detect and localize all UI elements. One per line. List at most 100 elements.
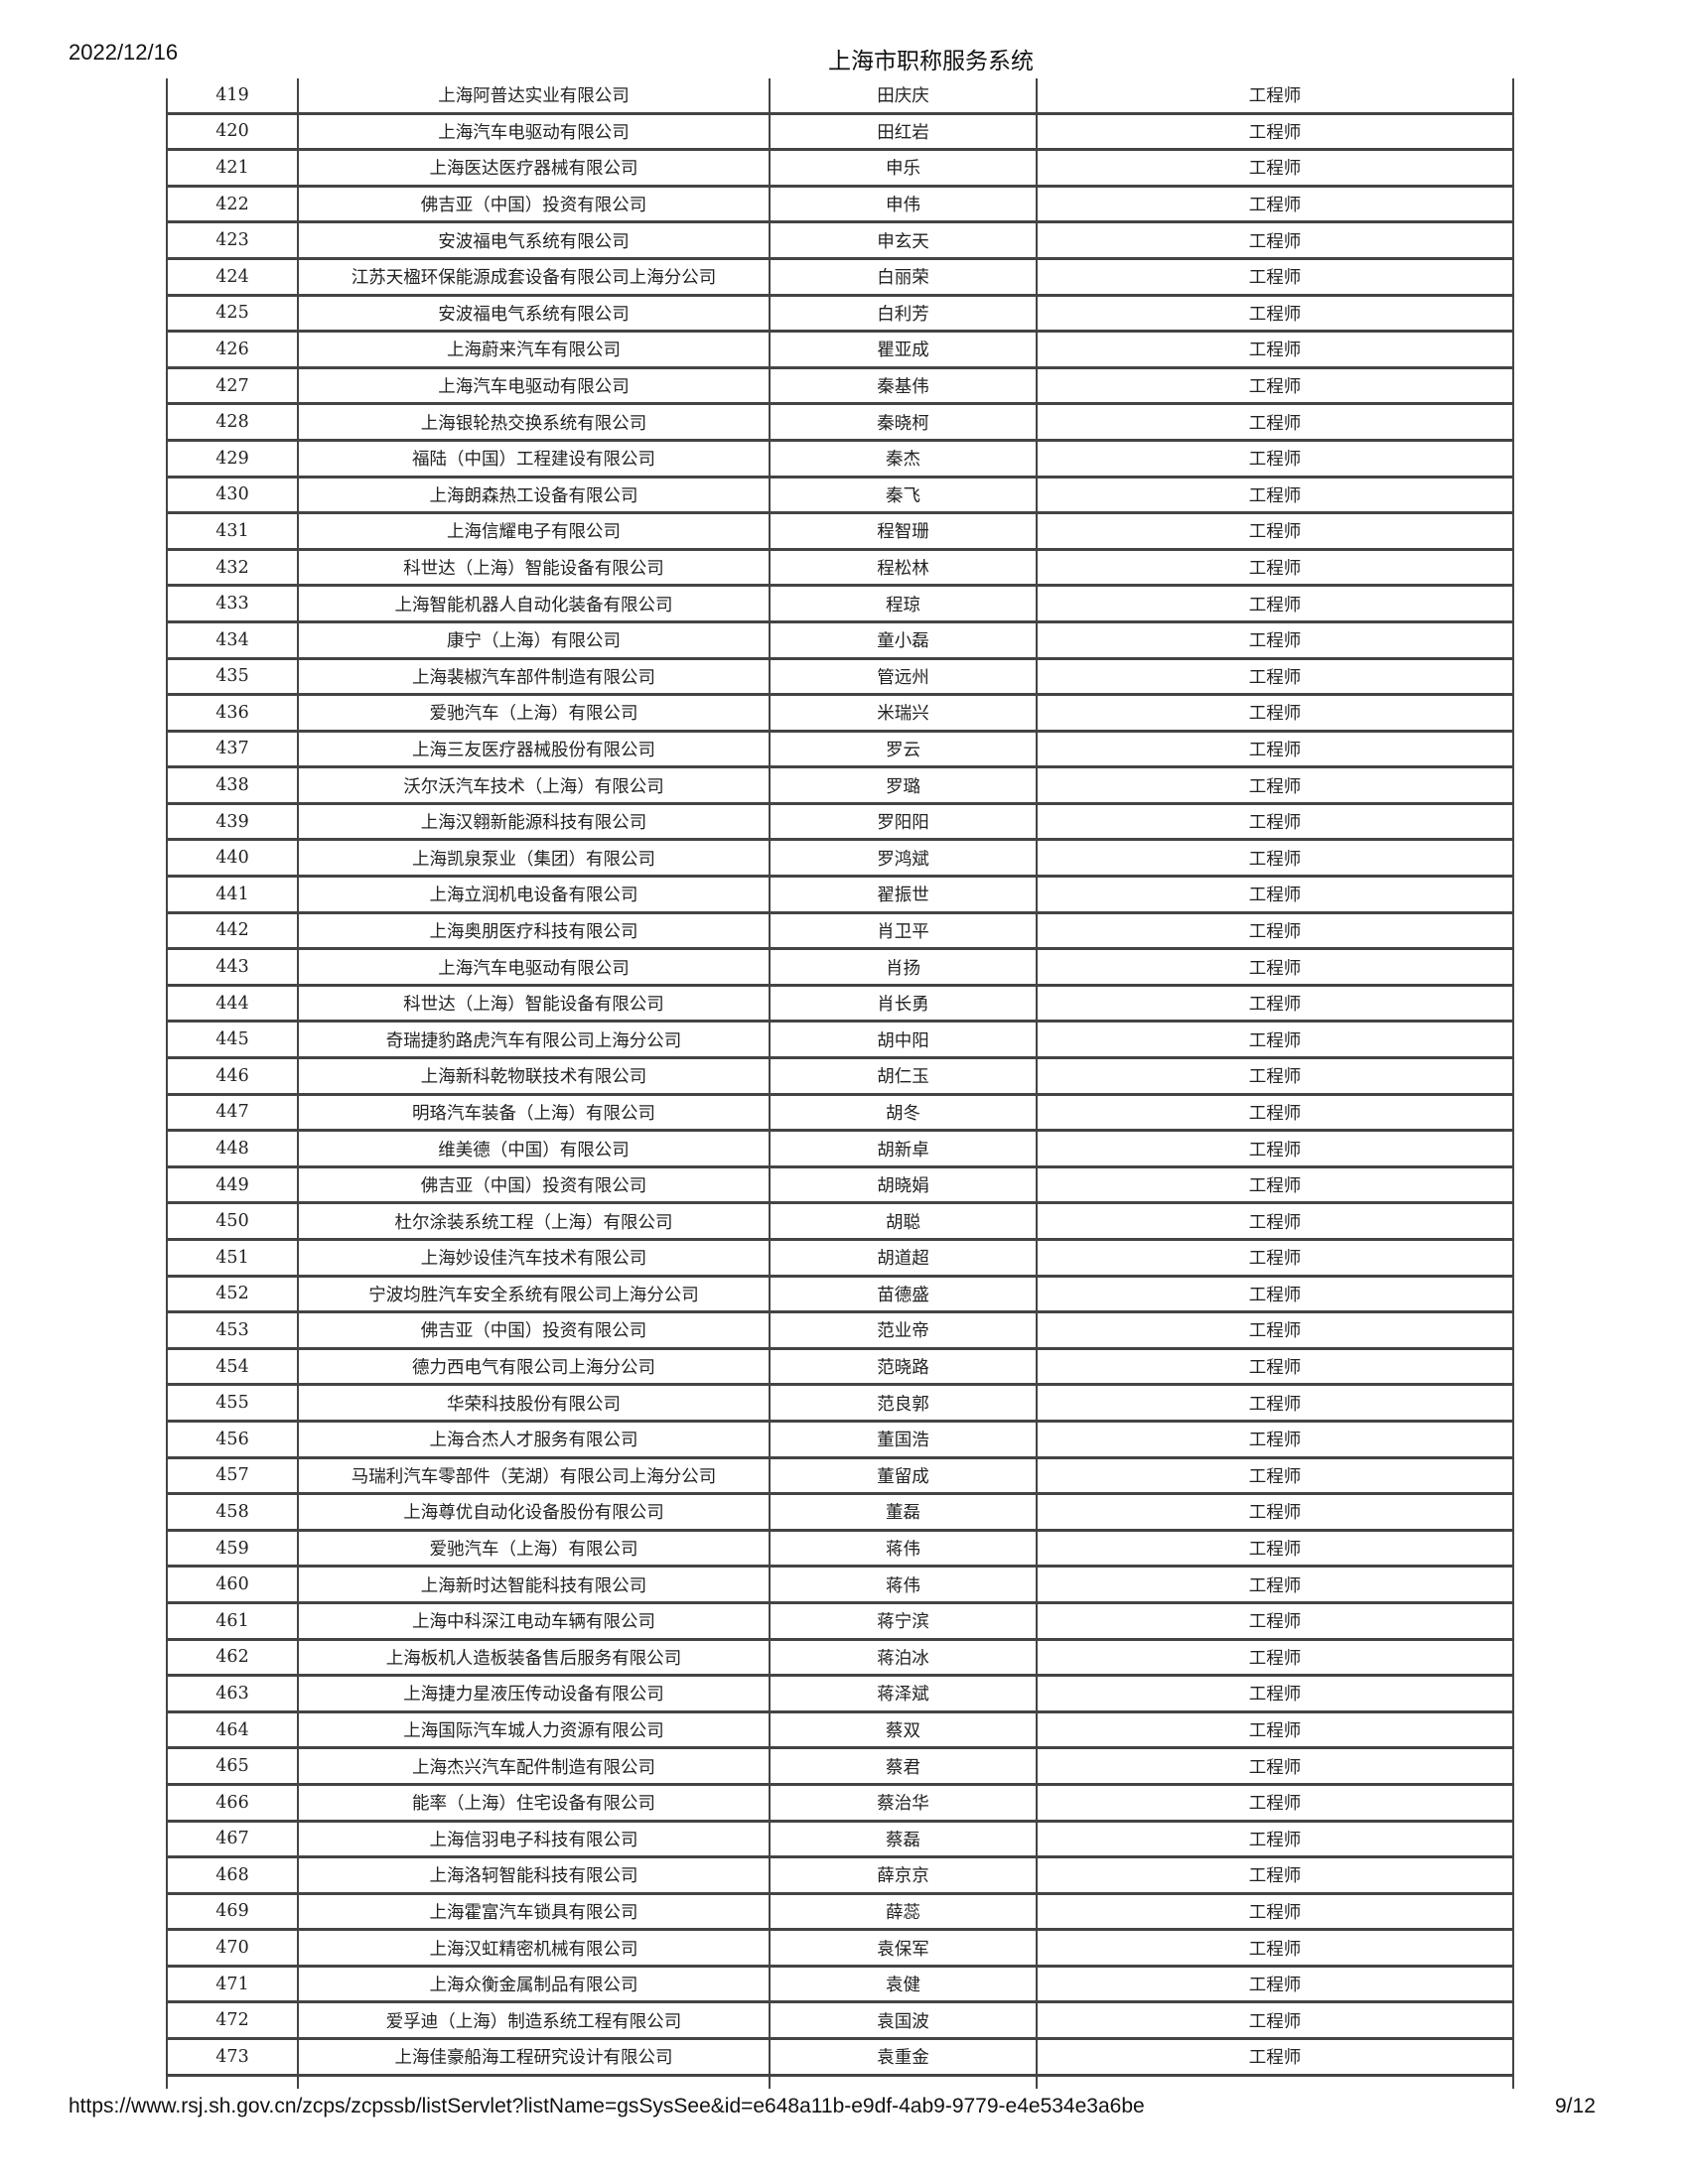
row-number-cell: 427	[168, 368, 299, 403]
person-name-cell: 胡仁玉	[771, 1059, 1038, 1093]
row-number-cell: 473	[168, 2040, 299, 2074]
table-row: 449 佛吉亚（中国）投资有限公司 胡晓娟 工程师	[168, 1167, 1512, 1205]
title-cell: 工程师	[1248, 1648, 1302, 1669]
row-number-cell: 469	[168, 1894, 299, 1929]
table-row: 438 沃尔沃汽车技术（上海）有限公司 罗璐 工程师	[168, 768, 1512, 805]
company-cell: 上海洛轲智能科技有限公司	[299, 1858, 771, 1892]
company-cell: 上海银轮热交换系统有限公司	[299, 405, 771, 439]
table-row: 460 上海新时达智能科技有限公司 蒋伟 工程师	[168, 1568, 1512, 1604]
row-number-cell: 452	[168, 1277, 299, 1311]
person-name-cell: 胡道超	[771, 1241, 1038, 1275]
row-number-cell: 439	[168, 804, 299, 839]
table-row: 464 上海国际汽车城人力资源有限公司 蔡双 工程师	[168, 1712, 1512, 1750]
table-row: 427 上海汽车电驱动有限公司 秦基伟 工程师	[168, 368, 1512, 406]
title-cell: 工程师	[1248, 1575, 1302, 1596]
table-row: 450 杜尔涂装系统工程（上海）有限公司 胡聪 工程师	[168, 1204, 1512, 1241]
row-number-cell: 459	[168, 1531, 299, 1566]
person-name-cell: 范晓路	[771, 1349, 1038, 1384]
table-row: 420 上海汽车电驱动有限公司 田红岩 工程师	[168, 114, 1512, 152]
table-row: 432 科世达（上海）智能设备有限公司 程松林 工程师	[168, 550, 1512, 588]
company-cell: 上海汽车电驱动有限公司	[299, 114, 771, 149]
row-number-cell: 472	[168, 2003, 299, 2038]
company-cell: 安波福电气系统有限公司	[299, 296, 771, 331]
row-number-cell: 421	[168, 151, 299, 185]
title-cell: 工程师	[1248, 595, 1302, 615]
person-name-cell: 申玄天	[771, 223, 1038, 257]
company-cell: 沃尔沃汽车技术（上海）有限公司	[299, 768, 771, 802]
table-row: 443 上海汽车电驱动有限公司 肖扬 工程师	[168, 950, 1512, 987]
company-cell: 上海新科乾物联技术有限公司	[299, 1059, 771, 1093]
title-cell: 工程师	[1248, 1466, 1302, 1487]
company-cell: 华荣科技股份有限公司	[299, 1386, 771, 1420]
company-cell: 上海合杰人才服务有限公司	[299, 1422, 771, 1456]
company-cell: 上海奥朋医疗科技有限公司	[299, 913, 771, 948]
row-number-cell: 438	[168, 768, 299, 802]
title-cell: 工程师	[1248, 1976, 1302, 1996]
title-cell: 工程师	[1248, 122, 1302, 143]
person-name-cell: 胡冬	[771, 1095, 1038, 1130]
person-name-cell: 肖长勇	[771, 986, 1038, 1021]
person-name-cell: 申乐	[771, 151, 1038, 185]
table-row: 451 上海妙设佳汽车技术有限公司 胡道超 工程师	[168, 1241, 1512, 1278]
table-row: 472 爱孚迪（上海）制造系统工程有限公司 袁国波 工程师	[168, 2003, 1512, 2041]
row-number-cell: 422	[168, 187, 299, 221]
table-row: 441 上海立润机电设备有限公司 翟振世 工程师	[168, 878, 1512, 914]
table-row: 446 上海新科乾物联技术有限公司 胡仁玉 工程师	[168, 1059, 1512, 1096]
title-cell: 工程师	[1248, 341, 1302, 361]
row-number-cell: 451	[168, 1241, 299, 1275]
footer-url: https://www.rsj.sh.gov.cn/zcps/zcpssb/li…	[69, 2095, 1145, 2117]
table-row: 423 安波福电气系统有限公司 申玄天 工程师	[168, 223, 1512, 260]
title-cell: 工程师	[1248, 450, 1302, 471]
row-number-cell: 429	[168, 441, 299, 476]
company-cell: 上海汽车电驱动有限公司	[299, 368, 771, 403]
title-cell: 工程师	[1248, 667, 1302, 688]
person-name-cell: 蔡君	[771, 1749, 1038, 1783]
person-name-cell: 胡新卓	[771, 1132, 1038, 1165]
row-number-cell: 430	[168, 478, 299, 512]
title-cell: 工程师	[1248, 958, 1302, 979]
table-row: 463 上海捷力星液压传动设备有限公司 蒋泽斌 工程师	[168, 1677, 1512, 1713]
row-number-cell: 463	[168, 1677, 299, 1710]
row-number-cell: 435	[168, 659, 299, 694]
person-name-cell: 童小磊	[771, 622, 1038, 657]
title-cell: 工程师	[1248, 2048, 1302, 2069]
title-cell: 工程师	[1248, 159, 1302, 180]
row-number-cell: 433	[168, 587, 299, 620]
company-cell: 上海新时达智能科技有限公司	[299, 1568, 771, 1601]
company-cell: 爱孚迪（上海）制造系统工程有限公司	[299, 2003, 771, 2038]
table-row: 469 上海霍富汽车锁具有限公司 薛蕊 工程师	[168, 1894, 1512, 1932]
title-cell: 工程师	[1248, 849, 1302, 870]
title-cell: 工程师	[1248, 1067, 1302, 1088]
title-cell: 工程师	[1248, 559, 1302, 580]
title-cell: 工程师	[1248, 1902, 1302, 1923]
row-number-cell: 453	[168, 1313, 299, 1347]
table-row: 437 上海三友医疗器械股份有限公司 罗云 工程师	[168, 732, 1512, 769]
title-cell: 工程师	[1248, 1939, 1302, 1960]
person-name-cell: 程琼	[771, 587, 1038, 620]
company-cell: 上海汉虹精密机械有限公司	[299, 1931, 771, 1965]
company-cell: 康宁（上海）有限公司	[299, 622, 771, 657]
title-cell: 工程师	[1248, 413, 1302, 434]
company-cell: 上海佳豪船海工程研究设计有限公司	[299, 2040, 771, 2074]
person-name-cell: 申伟	[771, 187, 1038, 221]
row-number-cell: 425	[168, 296, 299, 331]
table-row: 421 上海医达医疗器械有限公司 申乐 工程师	[168, 151, 1512, 188]
title-cell: 工程师	[1248, 268, 1302, 289]
person-name-cell: 董国浩	[771, 1422, 1038, 1456]
person-name-cell: 罗鸿斌	[771, 841, 1038, 876]
company-cell: 佛吉亚（中国）投资有限公司	[299, 187, 771, 221]
row-number-cell: 450	[168, 1204, 299, 1238]
person-name-cell: 蒋伟	[771, 1568, 1038, 1601]
row-number-cell: 431	[168, 514, 299, 548]
title-cell: 工程师	[1248, 1866, 1302, 1887]
table-continuation	[168, 2076, 1512, 2089]
company-cell: 上海杰兴汽车配件制造有限公司	[299, 1749, 771, 1783]
company-cell: 马瑞利汽车零部件（芜湖）有限公司上海分公司	[299, 1458, 771, 1493]
company-cell: 佛吉亚（中国）投资有限公司	[299, 1167, 771, 1202]
person-name-cell: 董磊	[771, 1495, 1038, 1529]
row-number-cell: 470	[168, 1931, 299, 1965]
company-cell: 上海智能机器人自动化装备有限公司	[299, 587, 771, 620]
person-name-cell: 董留成	[771, 1458, 1038, 1493]
title-cell: 工程师	[1248, 485, 1302, 506]
company-cell: 上海霍富汽车锁具有限公司	[299, 1894, 771, 1929]
